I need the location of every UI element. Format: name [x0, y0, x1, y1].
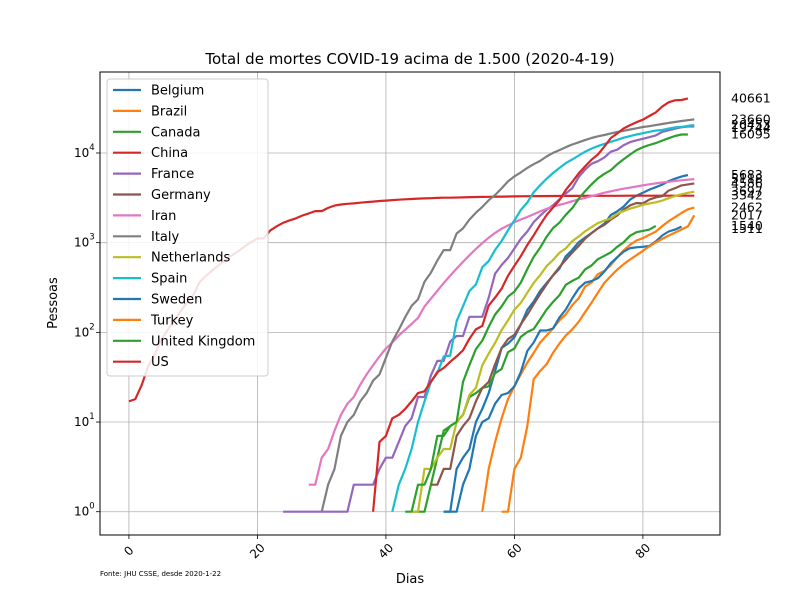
- end-value-label: 5683: [731, 167, 763, 182]
- end-value-label: 20453: [731, 117, 771, 132]
- series-line-sweden: [443, 225, 682, 513]
- y-tick-label: 104: [74, 143, 95, 160]
- end-value-label: 16095: [731, 126, 771, 141]
- y-tick-label: 101: [74, 412, 95, 429]
- legend: Belgium Brazil Canada China France Germany Ira…: [106, 78, 269, 377]
- y-tick-label: 100: [74, 502, 95, 519]
- x-tick-label: 0: [121, 543, 136, 558]
- legend-entry: Germany: [151, 188, 211, 203]
- x-axis-label: Dias: [396, 572, 425, 587]
- legend-entry: Netherlands: [151, 251, 230, 266]
- x-tick-label: 40: [376, 541, 397, 562]
- legend-entry: Iran: [151, 209, 176, 224]
- legend-entry: Italy: [151, 230, 180, 245]
- series-line-germany: [430, 182, 695, 486]
- y-axis-ticks: 100 101 102 103 104: [74, 143, 100, 519]
- legend-entry: Turkey: [150, 313, 194, 328]
- series-line-italy: [320, 118, 695, 512]
- end-value-label: 19744: [731, 120, 771, 135]
- legend-entry: France: [151, 167, 194, 182]
- y-tick-label: 103: [74, 233, 95, 250]
- legend-entry: Spain: [151, 272, 187, 287]
- legend-entry: Belgium: [151, 84, 204, 99]
- series-line-france: [283, 125, 695, 513]
- end-value-label: 1540: [731, 218, 763, 233]
- end-value-label: 3697: [731, 184, 763, 199]
- series-line-united-kingdom: [410, 133, 688, 512]
- legend-entry: China: [151, 146, 188, 161]
- end-value-label: 4586: [731, 175, 763, 190]
- legend-box: [106, 78, 269, 377]
- y-tick-label: 102: [74, 322, 95, 339]
- series-lines: [128, 97, 696, 513]
- y-axis-label: Pessoas: [46, 277, 61, 329]
- end-value-label: 2017: [731, 207, 763, 222]
- x-tick-label: 80: [633, 541, 654, 562]
- legend-entry: Canada: [151, 125, 200, 140]
- end-value-label: 5118: [731, 171, 763, 186]
- end-value-label: 40661: [731, 90, 771, 105]
- plot-area: [128, 97, 696, 513]
- series-line-belgium: [443, 173, 689, 513]
- legend-entry: Sweden: [151, 293, 202, 308]
- series-line-netherlands: [411, 190, 695, 513]
- series-line-iran: [308, 178, 695, 486]
- x-tick-label: 20: [247, 541, 268, 562]
- legend-entry: Brazil: [151, 104, 187, 119]
- series-line-canada: [405, 224, 657, 513]
- series-line-us: [372, 97, 689, 512]
- source-note: Fonte: JHU CSSE, desde 2020-1-22: [100, 570, 221, 578]
- end-value-label: 1511: [731, 221, 763, 236]
- chart-title: Total de mortes COVID-19 acima de 1.500 …: [204, 50, 614, 68]
- legend-entry: United Kingdom: [151, 334, 255, 349]
- x-tick-label: 60: [504, 541, 525, 562]
- series-line-spain: [391, 124, 695, 512]
- x-axis-ticks: 0 20 40 60 80: [121, 535, 653, 561]
- end-value-label: 23660: [731, 111, 771, 126]
- series-line-turkey: [501, 214, 696, 513]
- legend-entry: US: [151, 355, 169, 370]
- end-value-label: 2462: [731, 200, 763, 215]
- end-value-label: 3342: [731, 188, 763, 203]
- plot-frame: [99, 71, 721, 536]
